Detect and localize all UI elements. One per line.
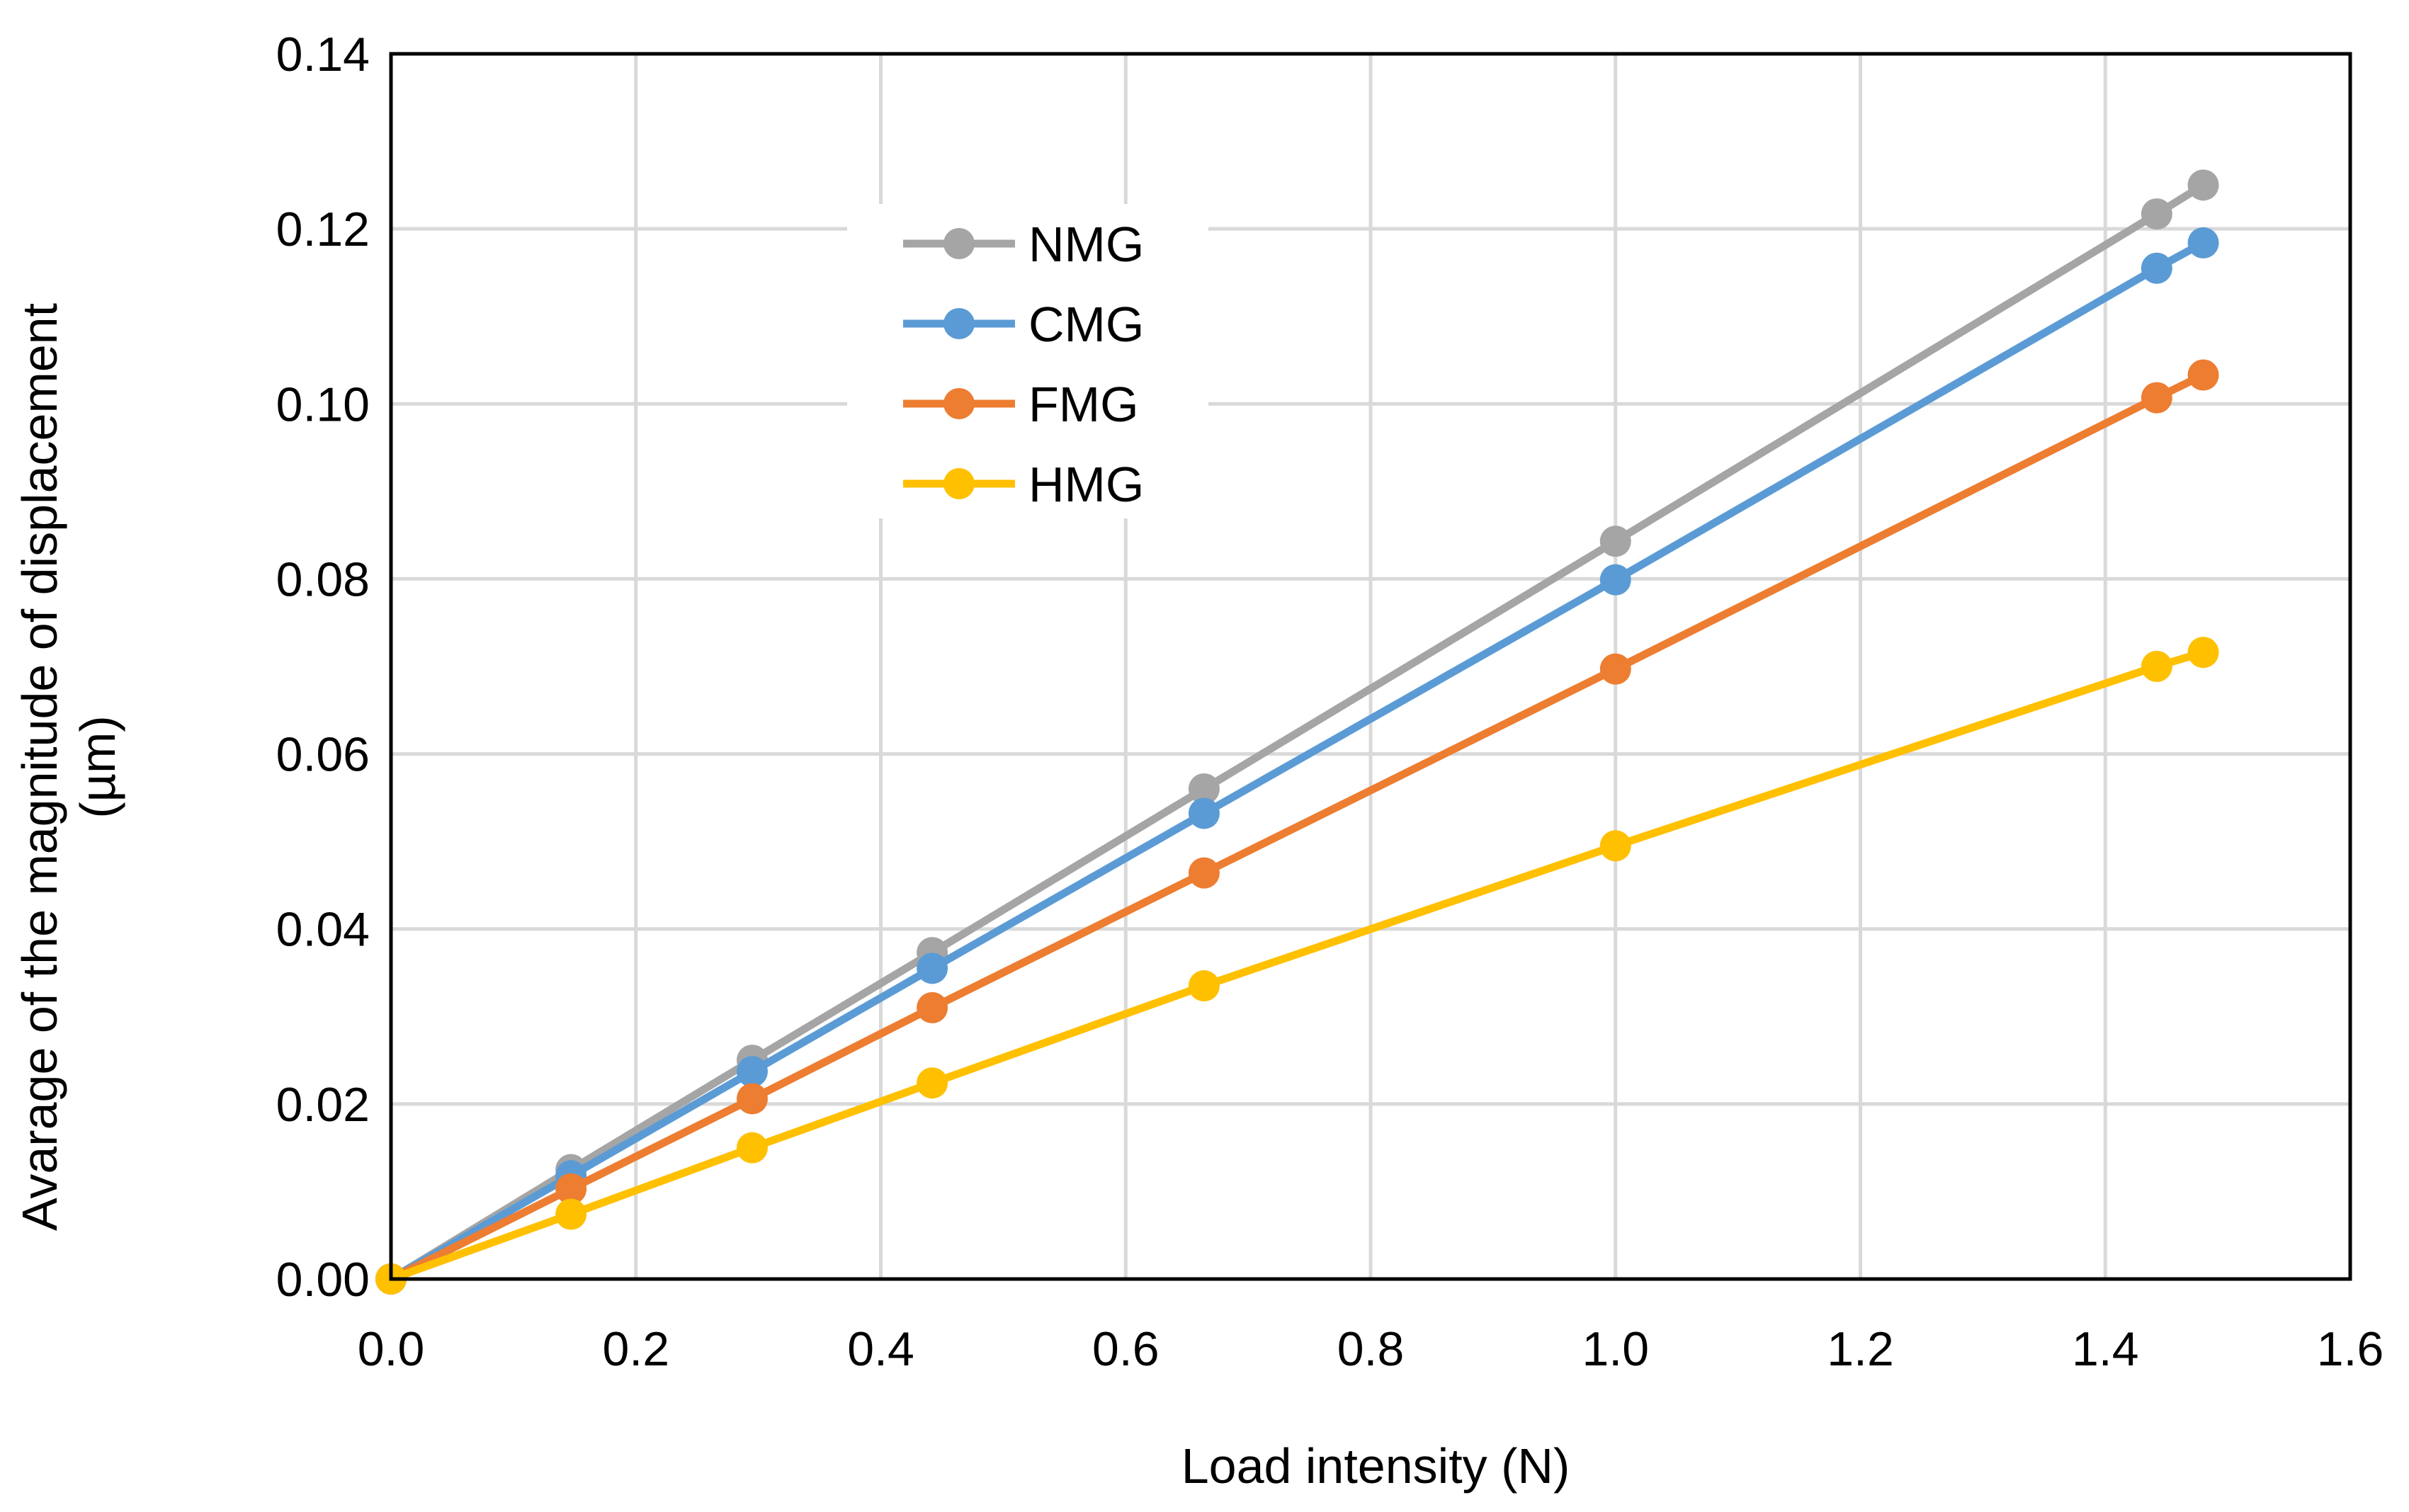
legend-swatch-marker-fmg (943, 388, 975, 419)
legend-label-cmg: CMG (1028, 297, 1144, 352)
x-tick-label: 1.6 (2317, 1322, 2384, 1376)
y-tick-label: 0.14 (276, 28, 370, 81)
data-point-nmg (1599, 525, 1631, 557)
plot-area-frame (389, 52, 2352, 1281)
data-point-nmg (2141, 198, 2172, 230)
data-point-cmg (2141, 252, 2172, 284)
data-point-hmg (1599, 830, 1631, 862)
y-tick-label: 0.02 (276, 1078, 370, 1132)
legend-swatch-marker-cmg (943, 308, 975, 339)
data-point-fmg (2141, 382, 2172, 414)
legend-item-nmg: NMG (903, 217, 1144, 272)
data-point-hmg (2141, 651, 2172, 682)
legend-item-fmg: FMG (903, 377, 1139, 432)
y-tick-label: 0.08 (276, 552, 370, 606)
data-point-hmg (736, 1132, 768, 1164)
data-point-hmg (555, 1198, 587, 1230)
data-point-fmg (1188, 857, 1220, 889)
legend-swatch-marker-nmg (943, 228, 975, 259)
y-axis-title-line-2: (µm) (70, 715, 125, 818)
y-tick-label: 0.04 (276, 903, 370, 957)
x-tick-label: 0.2 (602, 1322, 669, 1376)
data-point-nmg (2187, 169, 2219, 201)
y-axis-title: Avarage of the magnitude of displacement… (12, 303, 125, 1231)
tick-labels: 0.0 0.2 0.4 0.6 0.8 1.0 1.2 1.4 1.6 0.00 0.02 0.04 0… (276, 28, 2384, 1376)
x-tick-label: 1.0 (1582, 1322, 1649, 1376)
data-point-fmg (2187, 359, 2219, 391)
series-line-cmg (387, 239, 2208, 1283)
data-point-cmg (2187, 227, 2219, 258)
series-line-hmg (387, 648, 2208, 1283)
legend-label-hmg: HMG (1028, 457, 1144, 512)
y-tick-label: 0.00 (276, 1253, 370, 1307)
x-tick-label: 1.4 (2072, 1322, 2139, 1376)
x-tick-label: 0.6 (1092, 1322, 1160, 1376)
x-tick-label: 1.2 (1827, 1322, 1894, 1376)
series-line-fmg (387, 371, 2208, 1283)
data-point-cmg (917, 953, 948, 984)
series-layer (375, 169, 2219, 1295)
y-tick-label: 0.12 (276, 203, 370, 256)
x-tick-label: 0.8 (1337, 1322, 1405, 1376)
y-tick-label: 0.06 (276, 728, 370, 782)
data-point-cmg (1188, 797, 1220, 829)
series-line-nmg (387, 181, 2208, 1283)
x-tick-label: 0.0 (358, 1322, 425, 1376)
legend-background (847, 204, 1208, 518)
y-axis-title-line-1: Avarage of the magnitude of displacement (12, 303, 67, 1231)
x-tick-label: 0.4 (847, 1322, 914, 1376)
legend-item-cmg: CMG (903, 297, 1144, 352)
data-point-hmg (1188, 970, 1220, 1002)
legend: NMG CMG FMG HMG (847, 204, 1208, 518)
data-point-fmg (555, 1173, 587, 1205)
legend-label-nmg: NMG (1028, 217, 1144, 272)
y-tick-label: 0.10 (276, 377, 370, 431)
data-point-cmg (1599, 564, 1631, 596)
series-cmg (375, 227, 2219, 1295)
data-point-fmg (917, 991, 948, 1023)
legend-item-hmg: HMG (903, 457, 1144, 512)
legend-label-fmg: FMG (1028, 377, 1139, 432)
data-point-hmg (2187, 637, 2219, 669)
data-point-fmg (1599, 653, 1631, 685)
data-point-fmg (736, 1083, 768, 1115)
data-point-cmg (736, 1056, 768, 1088)
data-point-hmg (917, 1067, 948, 1099)
legend-swatch-marker-hmg (943, 468, 975, 499)
data-point-nmg (1188, 773, 1220, 805)
x-axis-title: Load intensity (N) (1181, 1438, 1570, 1494)
